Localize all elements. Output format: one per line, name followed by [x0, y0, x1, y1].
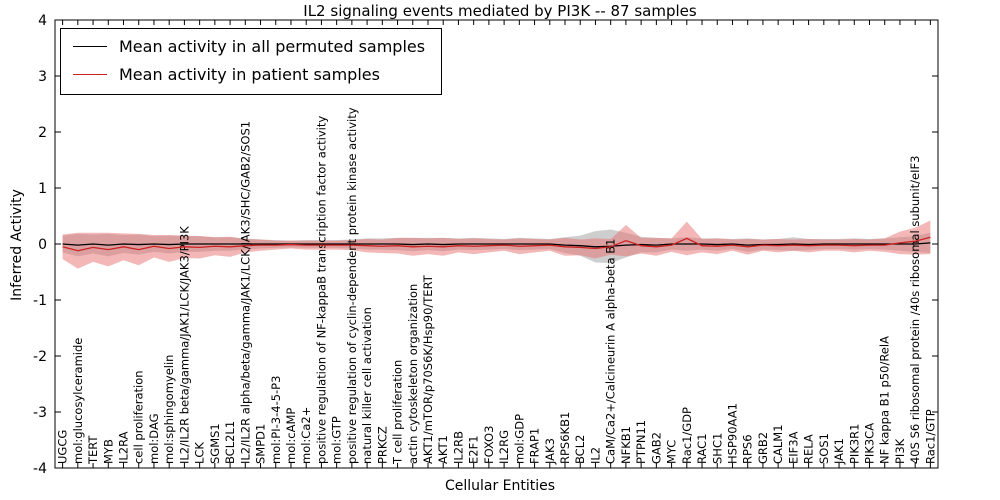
x-tick-label: NF kappa B1 p50/RelA — [878, 336, 892, 464]
x-tick-label: mol:Ca2+ — [299, 407, 313, 464]
x-tick-label: 40S S6 ribosomal protein /40s ribosomal … — [908, 156, 922, 464]
x-tick-label: IL2RB — [451, 431, 465, 464]
y-tick-label: 4 — [38, 13, 47, 29]
x-tick-label: mol:sphingomyelin — [162, 355, 176, 464]
x-tick-label: PI3K — [893, 438, 907, 464]
y-tick-label: -4 — [33, 461, 47, 477]
legend-label-permuted: Mean activity in all permuted samples — [119, 37, 426, 56]
x-tick-label: positive regulation of cyclin-dependent … — [345, 107, 359, 464]
x-tick-label: LCK — [193, 442, 207, 464]
y-tick-label: 0 — [38, 237, 47, 253]
x-tick-label: Rac1/GDP — [680, 407, 694, 464]
x-tick-label: positive regulation of NF-kappaB transcr… — [314, 116, 328, 464]
y-tick-label: -2 — [33, 349, 47, 365]
x-tick-label: MYC — [665, 440, 679, 464]
x-tick-label: PRKCZ — [375, 426, 389, 464]
x-tick-label: PIK3CA — [862, 423, 876, 464]
x-tick-label: RELA — [802, 434, 816, 464]
y-axis-title: Inferred Activity — [9, 189, 25, 301]
x-tick-label: natural killer cell activation — [360, 307, 374, 464]
legend-line-red — [73, 74, 107, 75]
x-tick-label: CALM1 — [771, 424, 785, 464]
chart-title: IL2 signaling events mediated by PI3K --… — [303, 2, 697, 20]
x-tick-label: actin cytoskeleton organization — [406, 284, 420, 464]
x-tick-label: SHC1 — [710, 433, 724, 464]
legend-line-black — [73, 46, 107, 47]
x-tick-label: mol:cAMP — [284, 408, 298, 464]
x-tick-label: EIF3A — [786, 431, 800, 464]
x-tick-label: MYB — [101, 439, 115, 464]
x-tick-label: TERT — [86, 435, 100, 465]
x-tick-label: IL2RG — [497, 430, 511, 464]
x-tick-label: AKT1/mTOR/p70S6K/Hsp90/TERT — [421, 274, 435, 464]
line-patient — [62, 236, 931, 252]
x-tick-label: SMPD1 — [254, 424, 268, 464]
legend-item-patient: Mean activity in patient samples — [73, 65, 425, 84]
x-tick-label: cell proliferation — [132, 370, 146, 464]
x-tick-label: FOXO3 — [482, 426, 496, 464]
x-tick-label: T cell proliferation — [391, 360, 405, 465]
x-tick-label: BCL2L1 — [223, 421, 237, 464]
y-tick-label: 3 — [38, 69, 47, 85]
x-axis-title: Cellular Entities — [444, 478, 556, 494]
x-tick-label: IL2 — [588, 447, 602, 464]
x-tick-label: PIK3R1 — [847, 424, 861, 465]
x-tick-label: JAK1 — [832, 438, 846, 465]
x-tick-label: mol:glucosylceramide — [71, 338, 85, 464]
x-tick-label: RAC1 — [695, 433, 709, 464]
y-tick-label: -1 — [33, 293, 47, 309]
x-tick-label: GRB2 — [756, 432, 770, 464]
x-tick-label: mol:PI-3-4-5-P3 — [269, 376, 283, 464]
x-tick-label: GAB2 — [649, 432, 663, 464]
x-tick-label: mol:DAG — [147, 413, 161, 464]
y-tick-label: 1 — [38, 181, 47, 197]
x-tick-label: HSP90AA1 — [725, 403, 739, 464]
legend-item-permuted: Mean activity in all permuted samples — [73, 37, 425, 56]
x-tick-label: AKT1 — [436, 435, 450, 464]
x-tick-label: CaM/Ca2+/Calcineurin A alpha-beta B1 — [604, 239, 618, 464]
x-tick-label: SGMS1 — [208, 423, 222, 464]
x-tick-label: PTPN11 — [634, 420, 648, 464]
x-tick-label: E2F1 — [467, 435, 481, 464]
y-tick-label: 2 — [38, 125, 47, 141]
x-tick-label: UGCG — [56, 430, 70, 464]
x-tick-label: mol:GTP — [330, 416, 344, 464]
y-tick-label: -3 — [33, 405, 47, 421]
x-tick-label: NFKB1 — [619, 426, 633, 464]
legend: Mean activity in all permuted samples Me… — [60, 28, 443, 95]
x-tick-label: IL2/IL2R beta/gamma/JAK1/LCK/JAK3/PI3K — [177, 226, 191, 464]
x-tick-label: FRAP1 — [528, 428, 542, 464]
x-tick-label: BCL2 — [573, 435, 587, 464]
x-tick-label: IL2/IL2R alpha/beta/gamma/JAK1/LCK/JAK3/… — [238, 121, 252, 464]
legend-label-patient: Mean activity in patient samples — [119, 65, 380, 84]
x-tick-label: JAK3 — [543, 438, 557, 465]
x-tick-label: RPS6 — [741, 434, 755, 464]
x-tick-label: SOS1 — [817, 433, 831, 464]
x-tick-label: Rac1/GTP — [923, 409, 937, 464]
x-tick-label: mol:GDP — [512, 414, 526, 464]
x-tick-label: RPS6KB1 — [558, 412, 572, 464]
line-permuted — [62, 242, 931, 248]
x-tick-label: IL2RA — [117, 431, 131, 464]
